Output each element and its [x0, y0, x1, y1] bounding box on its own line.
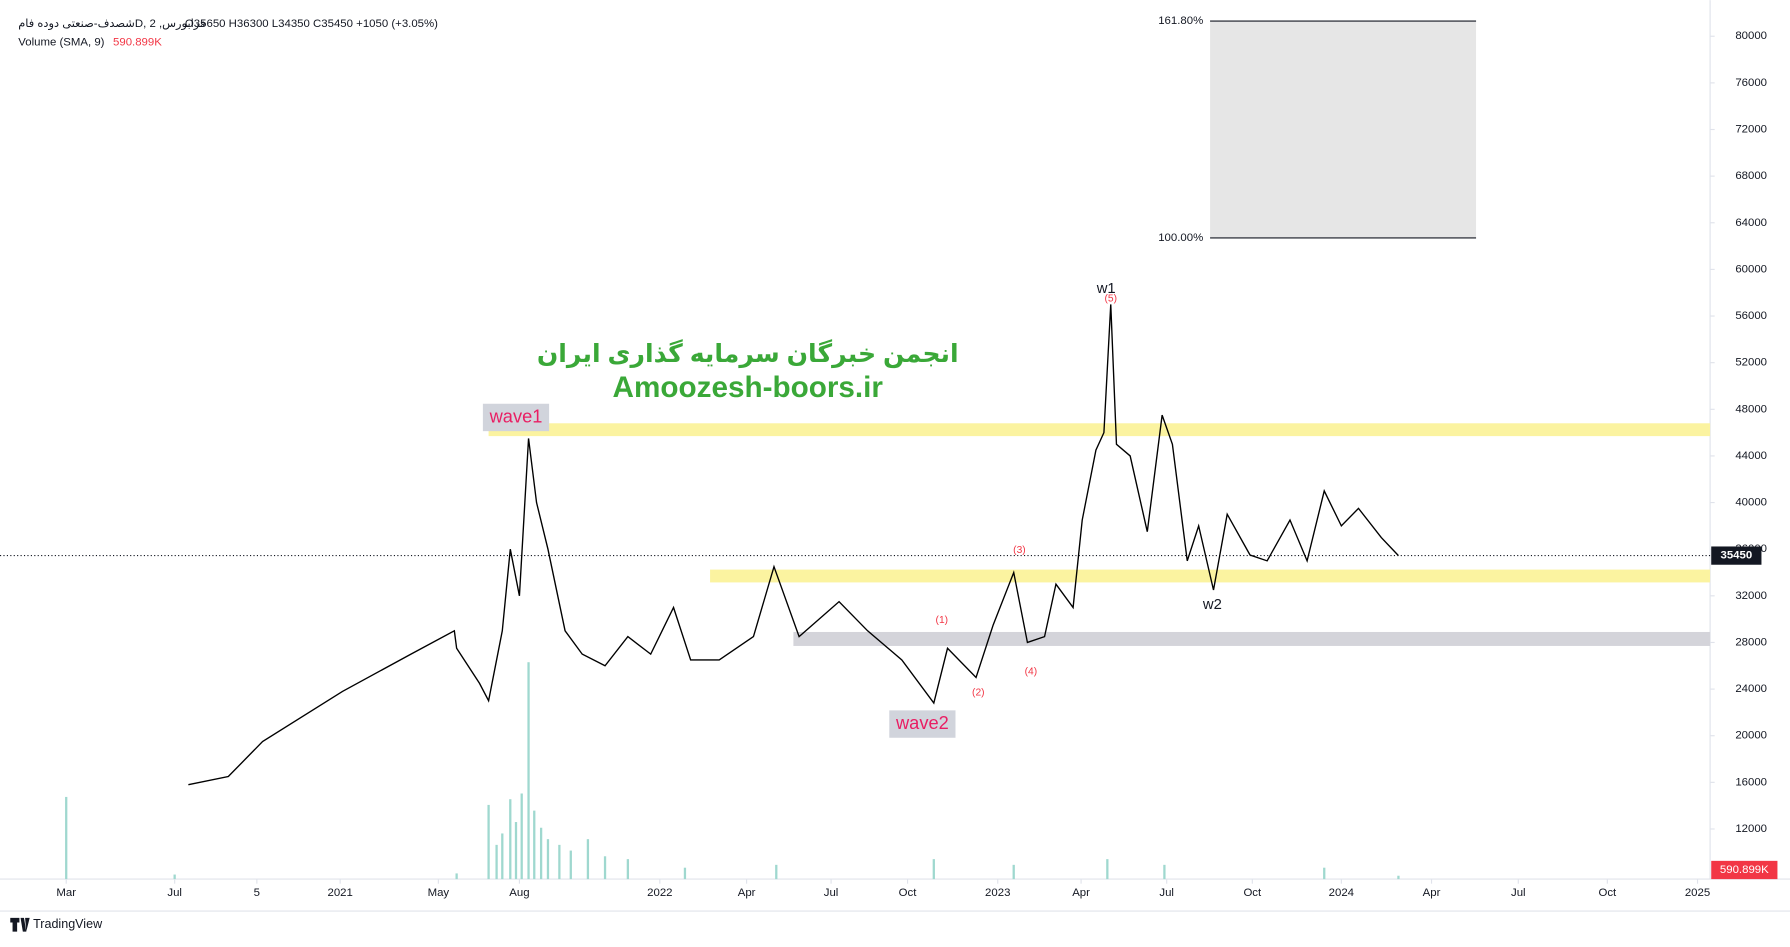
ohlc: O35650 H36300 L34350 C35450 +1050 (+3.05…	[185, 18, 438, 30]
volume-bar	[1323, 867, 1326, 880]
fib-box	[1210, 21, 1477, 238]
annotation: wave2	[895, 712, 949, 733]
annotation: (5)	[1104, 293, 1117, 304]
x-tick-label: Apr	[738, 887, 756, 899]
volume-bar	[1012, 864, 1015, 880]
zone	[793, 631, 1711, 646]
symbol-title: شصدف-صنعتی دوده فامD, فرابورس, 2	[18, 18, 205, 31]
y-tick-label: 40000	[1735, 497, 1767, 509]
y-tick-label: 64000	[1735, 217, 1767, 229]
y-tick-label: 32000	[1735, 590, 1767, 602]
brand-name: TradingView	[33, 917, 103, 931]
price-line	[188, 304, 1399, 786]
volume-bar	[558, 844, 561, 880]
last-price-box	[1711, 546, 1762, 565]
x-tick-label: Jul	[1511, 887, 1526, 899]
volume-bar	[683, 867, 687, 880]
y-tick-label: 20000	[1735, 730, 1767, 742]
volume-bar	[932, 859, 935, 880]
volume-bar	[65, 796, 68, 880]
annotation: (4)	[1025, 666, 1038, 677]
x-tick-label: Apr	[1072, 887, 1090, 899]
y-tick-label: 12000	[1735, 823, 1767, 835]
annotation: wave1	[489, 405, 543, 426]
last-price-label: 35450	[1720, 550, 1752, 562]
volume-bar	[487, 804, 490, 880]
volume-bar	[501, 833, 504, 880]
annotation-bg	[482, 403, 550, 432]
zone	[488, 423, 1711, 437]
y-tick-label: 48000	[1735, 403, 1767, 415]
brand-logo: TradingView	[10, 917, 103, 932]
volume-bar	[533, 810, 536, 880]
volume-bar	[520, 793, 523, 880]
volume-bar	[546, 839, 550, 880]
volume-bar	[527, 662, 530, 880]
volume-title: Volume (SMA, 9)	[18, 36, 104, 48]
volume-bar	[495, 844, 498, 880]
volume-bar	[514, 822, 518, 880]
annotation: (2)	[972, 687, 985, 698]
x-tick-label: 5	[254, 887, 260, 899]
x-tick-label: Apr	[1423, 887, 1441, 899]
y-tick-label: 56000	[1735, 310, 1767, 322]
y-tick-label: 72000	[1735, 124, 1767, 136]
volume-value: 590.899K	[113, 36, 162, 48]
volume-bar	[173, 874, 176, 880]
y-tick-label: 80000	[1735, 30, 1767, 42]
fib-label: 161.80%	[1158, 15, 1203, 27]
x-tick-label: Mar	[56, 887, 76, 899]
y-tick-label: 68000	[1735, 170, 1767, 182]
annotation: (3)	[1013, 545, 1026, 556]
x-tick-label: 2025	[1685, 887, 1710, 899]
volume-bar	[455, 873, 458, 880]
y-tick-label: 76000	[1735, 77, 1767, 89]
x-tick-label: Aug	[509, 887, 529, 899]
volume-bar	[603, 856, 607, 880]
volume-bar	[539, 827, 543, 880]
annotation-bg	[889, 710, 956, 738]
x-tick-label: Jul	[1159, 887, 1174, 899]
fib-label: 100.00%	[1158, 232, 1203, 244]
x-tick-label: Oct	[1598, 887, 1617, 899]
watermark: انجمن خبرگان سرمایه گذاری ایران	[537, 339, 959, 369]
x-tick-label: Jul	[824, 887, 839, 899]
volume-last-label: 590.899K	[1720, 864, 1769, 876]
x-tick-label: 2021	[328, 887, 353, 899]
volume-last-box	[1711, 860, 1778, 880]
x-tick-label: May	[428, 887, 450, 899]
volume-bar	[569, 850, 572, 880]
x-tick-label: 2024	[1329, 887, 1355, 899]
y-tick-label: 52000	[1735, 357, 1767, 369]
y-tick-label: 28000	[1735, 636, 1767, 648]
volume-bar	[775, 864, 778, 880]
annotation: w1	[1096, 281, 1116, 297]
watermark: Amoozesh-boors.ir	[613, 371, 884, 404]
annotation: w2	[1202, 597, 1222, 613]
x-tick-label: 2022	[647, 887, 672, 899]
annotation: (1)	[936, 615, 949, 626]
x-tick-label: Jul	[167, 887, 182, 899]
y-tick-label: 16000	[1735, 776, 1767, 788]
volume-bar	[1163, 864, 1166, 880]
x-tick-label: Oct	[899, 887, 918, 899]
volume-bar	[626, 859, 630, 880]
volume-bar	[1397, 875, 1400, 880]
volume-bar	[586, 839, 590, 880]
x-tick-label: Oct	[1243, 887, 1262, 899]
volume-bar	[509, 799, 512, 880]
y-tick-label: 60000	[1735, 263, 1767, 275]
volume-bar	[1106, 859, 1109, 880]
y-tick-label: 44000	[1735, 450, 1767, 462]
y-tick-label: 24000	[1735, 683, 1767, 695]
x-tick-label: 2023	[985, 887, 1010, 899]
